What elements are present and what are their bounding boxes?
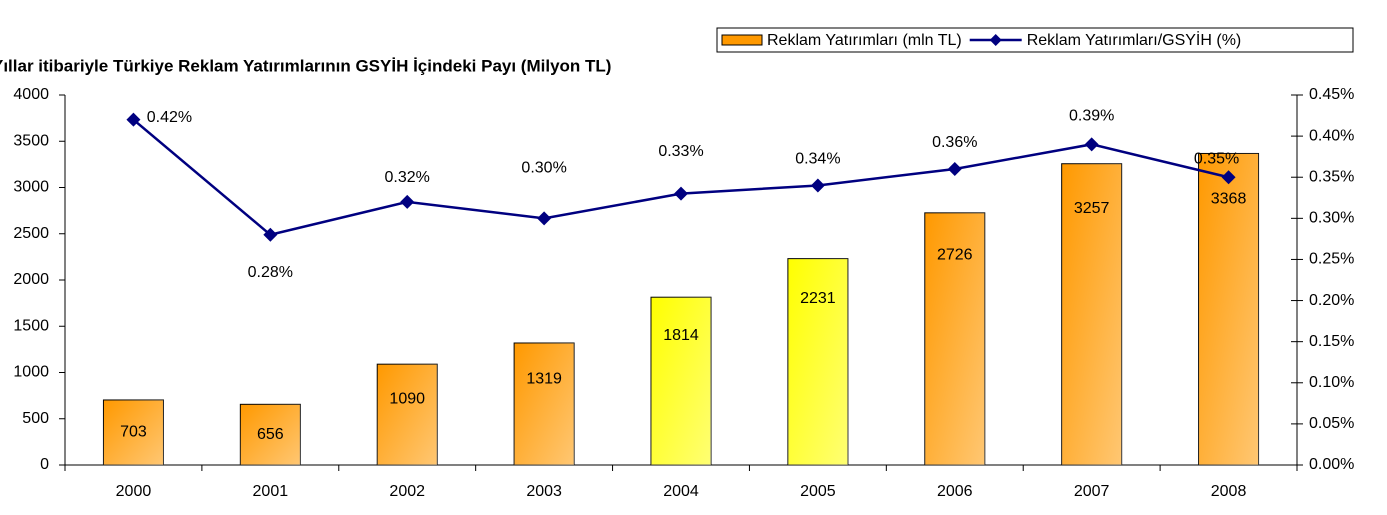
line-value-label: 0.34% [795,151,840,168]
x-tick-label: 2000 [116,483,152,500]
line-value-label: 0.28% [248,264,293,281]
y2-tick-label: 0.10% [1309,374,1354,391]
bar-shine [103,399,164,465]
y2-tick-label: 0.05% [1309,415,1354,432]
y-tick-label: 3500 [13,132,49,149]
line-value-label: 0.30% [521,160,566,177]
y2-tick-label: 0.00% [1309,456,1354,473]
x-tick-label: 2002 [389,483,425,500]
y-tick-label: 2000 [13,271,49,288]
y2-tick-label: 0.25% [1309,251,1354,268]
bar-value-label: 2726 [937,247,973,264]
bar-shine [787,258,848,465]
legend-swatch [721,34,763,46]
x-tick-label: 2003 [526,483,562,500]
bar-shine [651,297,711,465]
y2-tick-label: 0.20% [1309,292,1354,309]
bar-value-label: 3368 [1211,190,1247,207]
bar-value-label: 1090 [389,390,425,407]
y-tick-label: 2500 [13,225,49,242]
y2-tick-label: 0.40% [1309,127,1354,144]
y-tick-label: 0 [40,456,49,473]
y2-tick-label: 0.45% [1309,86,1354,103]
legend-label: Reklam Yatırımları/GSYİH (%) [1027,30,1242,49]
line-value-label: 0.42% [147,109,192,126]
bar-shine [514,342,575,465]
line-marker [126,112,141,127]
bar-shine [1061,163,1122,466]
line-marker [1084,137,1099,152]
bar-value-label: 1319 [526,370,562,387]
bar-value-label: 703 [120,424,147,441]
bar-value-label: 1814 [663,327,699,344]
bar-shine [377,364,438,465]
bar-value-label: 656 [257,426,284,443]
line-marker [400,194,415,209]
line-marker [947,162,962,176]
x-tick-label: 2005 [800,483,836,500]
x-tick-label: 2004 [663,483,699,500]
line-marker [810,178,825,193]
line-value-label: 0.36% [932,134,977,151]
y2-tick-label: 0.35% [1309,168,1354,185]
line-marker [674,186,688,201]
line-value-label: 0.33% [658,143,703,160]
bar-shine [924,212,985,465]
y2-tick-label: 0.15% [1309,333,1354,350]
y-tick-label: 500 [22,410,49,427]
line-value-label: 0.39% [1069,108,1114,125]
legend-label: Reklam Yatırımları (mln TL) [767,32,962,49]
y-tick-label: 4000 [13,86,49,103]
legend-box [716,27,1354,53]
line-value-label: 0.35% [1194,150,1239,167]
y-tick-label: 1500 [13,317,49,334]
line-marker [537,211,552,226]
chart-title: Yıllar itibariyle Türkiye Reklam Yatırım… [0,56,611,75]
bar-value-label: 2231 [800,290,836,307]
line-marker [1221,170,1236,185]
bar-value-label: 3257 [1074,200,1110,217]
y-tick-label: 3000 [13,179,49,196]
bar-shine [240,404,301,465]
x-tick-label: 2006 [937,483,973,500]
y2-tick-label: 0.30% [1309,210,1354,227]
bar-shine [1198,153,1259,465]
x-tick-label: 2007 [1074,483,1110,500]
legend-marker [989,34,1002,46]
x-tick-label: 2001 [253,483,289,500]
y-tick-label: 1000 [13,364,49,381]
line-marker [263,227,278,242]
x-tick-label: 2008 [1211,483,1247,500]
line-value-label: 0.32% [385,169,430,186]
